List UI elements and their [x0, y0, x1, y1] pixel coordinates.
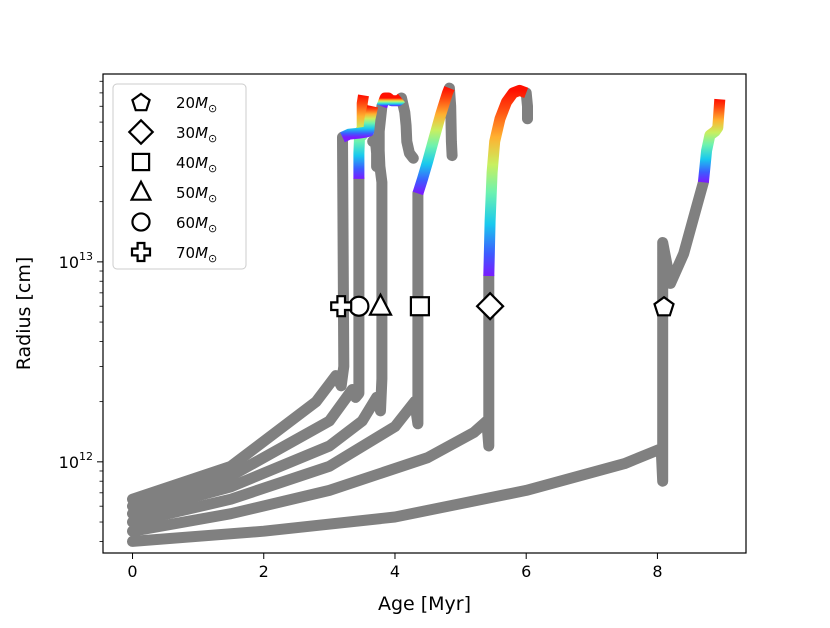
x-tick-label: 0	[127, 562, 137, 581]
y-tick-label: 1013	[59, 250, 93, 272]
track-colored-40m	[412, 86, 455, 196]
legend-pentagon-icon	[131, 92, 151, 112]
track-70m	[127, 131, 350, 505]
legend-label-40: 40M⊙	[176, 154, 217, 175]
legend-label-20: 20M⊙	[176, 94, 217, 115]
y-axis-ticks: 1012 1013	[59, 80, 103, 542]
marker-triangle-50m	[368, 292, 393, 316]
x-tick-label: 8	[652, 562, 662, 581]
track-colored-30m	[483, 84, 529, 277]
marker-square-40m	[409, 296, 431, 317]
legend-label-60: 60M⊙	[176, 214, 217, 235]
marker-diamond-30m	[475, 291, 505, 321]
track-colored-70m	[340, 105, 379, 143]
legend-plus-icon	[130, 241, 152, 263]
x-tick-label: 2	[259, 562, 269, 581]
legend-square-icon	[131, 152, 151, 172]
x-tick-label: 6	[521, 562, 531, 581]
plot-frame	[102, 73, 747, 554]
track-20m	[127, 176, 709, 547]
x-axis-label: Age [Myr]	[378, 593, 471, 615]
marker-plus-70m	[330, 295, 353, 318]
marker-pentagon-20m	[653, 295, 675, 317]
legend-label-70: 70M⊙	[176, 244, 217, 265]
markers-layer	[330, 291, 675, 321]
y-axis-label: Radius [cm]	[13, 257, 35, 371]
legend-circle-icon	[131, 212, 151, 232]
tracks-layer	[127, 82, 726, 547]
track-tail-30m	[520, 87, 533, 125]
x-tick-label: 4	[390, 562, 400, 581]
track-40m	[127, 187, 424, 528]
track-tail-50m	[396, 92, 419, 164]
track-colored-20m	[697, 98, 726, 183]
track-30m	[127, 270, 495, 537]
y-tick-label: 1012	[59, 450, 93, 472]
track-extra-70m	[367, 133, 383, 172]
track-colored-50m	[376, 92, 406, 109]
legend-label-50: 50M⊙	[176, 184, 217, 205]
legend-triangle-icon	[129, 179, 153, 201]
x-axis-ticks: 0 2 4 6 8	[127, 553, 663, 581]
legend-label-30: 30M⊙	[176, 124, 217, 145]
track-60m	[127, 173, 365, 512]
legend-diamond-icon	[127, 118, 155, 146]
legend: 20M⊙ 30M⊙ 40M⊙ 50M⊙ 60M⊙ 70M⊙	[112, 83, 247, 270]
